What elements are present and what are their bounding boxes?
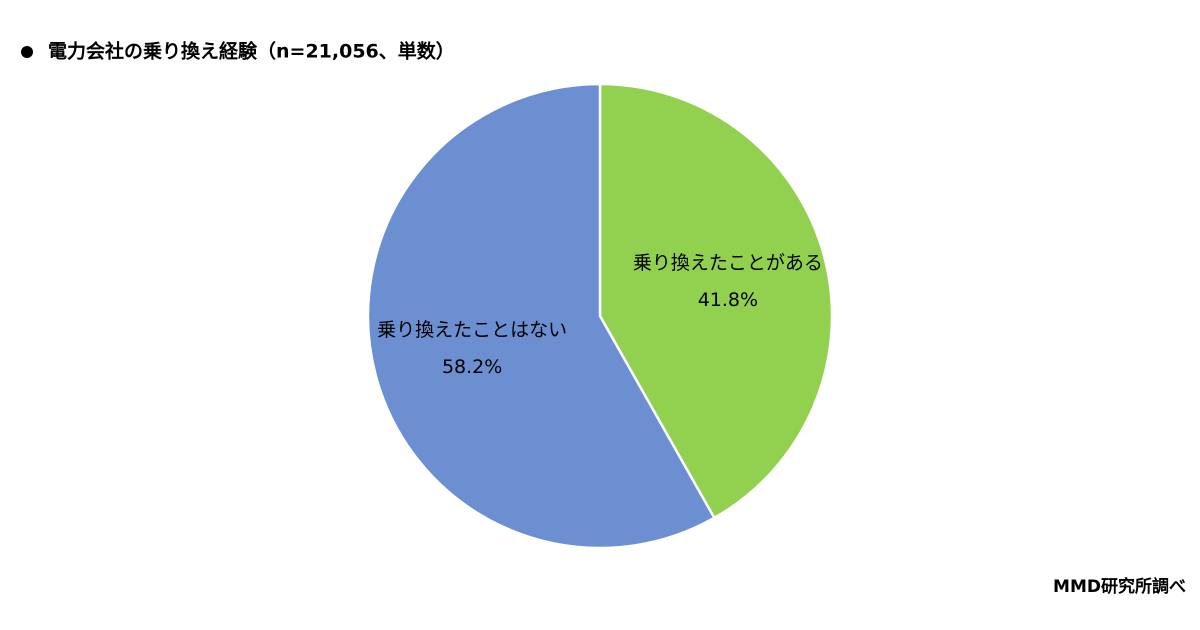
pie-slice	[366, 82, 717, 550]
pie-slice	[598, 82, 834, 520]
source-note: MMD研究所調べ	[1053, 576, 1186, 597]
chart-title: 電力会社の乗り換え経験（n=21,056、単数）	[48, 40, 455, 63]
slice-value-label: 41.8%	[698, 289, 758, 311]
slice-category-label: 乗り換えたことはない	[377, 319, 567, 341]
title-bullet	[21, 46, 33, 58]
slice-category-label: 乗り換えたことがある	[633, 252, 823, 274]
slice-value-label: 58.2%	[442, 356, 502, 378]
